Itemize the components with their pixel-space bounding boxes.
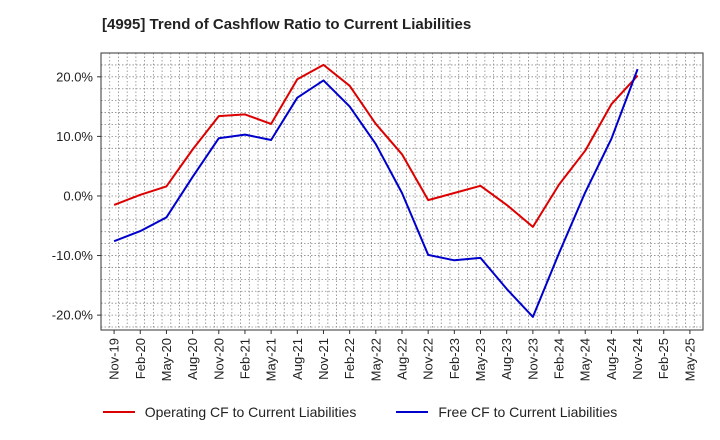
- legend-item-operating-cf: Operating CF to Current Liabilities: [102, 404, 357, 420]
- legend-swatch-free-cf: [396, 411, 429, 413]
- x-tick-label: May-21: [264, 338, 279, 381]
- x-tick-label: Nov-24: [630, 338, 645, 380]
- legend-label-free-cf: Free CF to Current Liabilities: [438, 404, 618, 420]
- tick-labels: 20.0% 10.0% 0.0% -10.0% -20.0% Nov-19 Feb-20 Ma…: [52, 69, 698, 381]
- y-tick-label: 0.0%: [63, 188, 93, 203]
- series-lines: [113, 63, 639, 318]
- series-line-free-cf: [113, 68, 639, 318]
- x-tick-label: Nov-23: [525, 338, 540, 380]
- x-tick-label: Nov-20: [211, 338, 226, 380]
- legend: Operating CF to Current Liabilities Free…: [0, 404, 720, 420]
- chart-title: [4995] Trend of Cashflow Ratio to Curren…: [102, 16, 472, 33]
- x-tick-label: May-23: [473, 338, 488, 381]
- legend-label-operating-cf: Operating CF to Current Liabilities: [144, 404, 357, 420]
- x-tick-label: Feb-23: [447, 338, 462, 379]
- x-tick-label: Feb-22: [342, 338, 357, 379]
- x-tick-label: May-20: [159, 338, 174, 381]
- x-tick-label: May-24: [578, 338, 593, 381]
- y-tick-label: 10.0%: [56, 129, 93, 144]
- series-line-operating-cf: [113, 63, 639, 228]
- x-tick-label: Nov-19: [107, 338, 122, 380]
- x-tick-label: Feb-25: [656, 338, 671, 379]
- x-tick-label: Aug-22: [395, 338, 410, 380]
- x-tick-label: Aug-20: [185, 338, 200, 380]
- legend-item-free-cf: Free CF to Current Liabilities: [396, 404, 617, 420]
- y-tick-label: 20.0%: [56, 69, 93, 84]
- legend-swatch-operating-cf: [102, 411, 135, 413]
- x-tick-label: May-25: [682, 338, 697, 381]
- x-tick-label: Aug-21: [290, 338, 305, 380]
- x-tick-label: Aug-24: [604, 338, 619, 380]
- axes: [97, 52, 704, 334]
- x-tick-label: Feb-21: [237, 338, 252, 379]
- x-tick-label: Feb-20: [133, 338, 148, 379]
- y-tick-label: -10.0%: [52, 248, 94, 263]
- x-tick-label: Aug-23: [499, 338, 514, 380]
- x-tick-label: Nov-22: [421, 338, 436, 380]
- line-chart: 20.0% 10.0% 0.0% -10.0% -20.0% Nov-19 Feb-20 Ma…: [52, 52, 704, 381]
- x-tick-label: Feb-24: [552, 338, 567, 379]
- y-tick-label: -20.0%: [52, 308, 94, 323]
- x-tick-label: May-22: [368, 338, 383, 381]
- x-tick-label: Nov-21: [316, 338, 331, 380]
- grid-lines: [100, 52, 704, 330]
